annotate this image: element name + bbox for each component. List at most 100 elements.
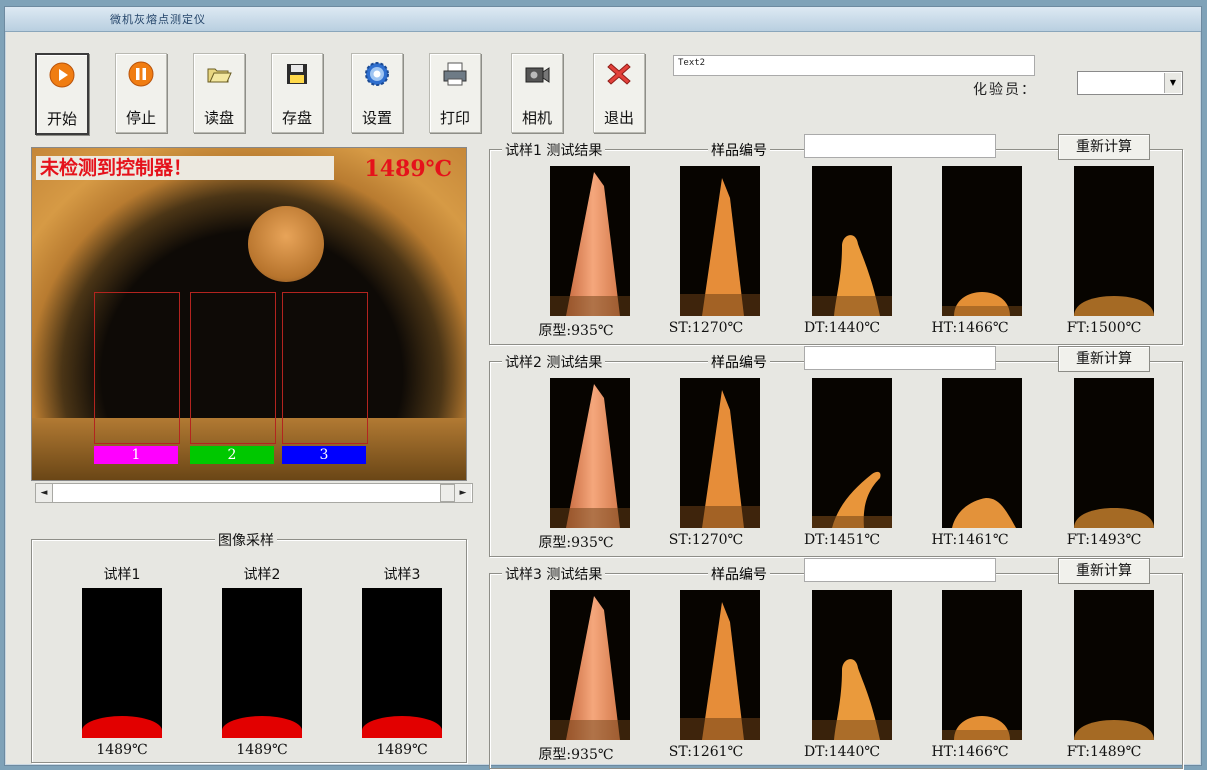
stage-image-3: [942, 166, 1022, 316]
image-sampling-group: 图像采样 试样1 1489℃ 试样2 1489℃ 试样3 1489℃: [31, 530, 467, 763]
window-title: 微机灰熔点测定仪: [110, 13, 206, 26]
toolbar-button-4[interactable]: 设置: [351, 53, 403, 133]
sample-number-input[interactable]: [804, 558, 996, 582]
stage-caption: ST:1270℃: [668, 532, 744, 548]
toolbar-button-label: 打印: [439, 109, 470, 127]
stage-image-1: [680, 166, 760, 316]
toolbar-button-label: 退出: [603, 109, 634, 127]
chevron-down-icon[interactable]: ▼: [1164, 73, 1181, 93]
stage-caption: 原型:935℃: [538, 535, 614, 551]
result-group-2: 试样2 测试结果 样品编号 重新计算原型:935℃ ST:1270℃ DT:1451℃ H…: [489, 346, 1183, 557]
sample-image: [362, 588, 442, 738]
stage-caption: FT:1493℃: [1066, 532, 1142, 548]
stage-caption: 原型:935℃: [538, 323, 614, 339]
camera-view: 1 2 3 未检测到控制器！ 1489℃: [31, 147, 467, 481]
camera-scrollbar[interactable]: ◄ ►: [35, 483, 473, 503]
printer-icon: [441, 60, 469, 88]
stage-image-3: [942, 590, 1022, 740]
stage-caption: 原型:935℃: [538, 747, 614, 763]
camera-icon: [523, 60, 551, 88]
sample-melt-shape: [82, 716, 162, 738]
result-group-3: 试样3 测试结果 样品编号 重新计算原型:935℃ ST:1261℃ DT:1440℃ H…: [489, 558, 1183, 769]
sample-image: [222, 588, 302, 738]
app-window: 微机灰熔点测定仪 开始 停止 读盘 存盘 设置 打印 相机 退出 Text2 化验员： ▼ 1…: [4, 6, 1202, 769]
stage-caption: DT:1451℃: [803, 532, 881, 548]
slot-tag-3[interactable]: 3: [282, 446, 366, 464]
stage-caption: FT:1489℃: [1066, 744, 1142, 760]
analyst-select[interactable]: ▼: [1077, 71, 1183, 95]
result-group-title: 试样3 测试结果: [502, 564, 606, 584]
stage-image-4: [1074, 378, 1154, 528]
controller-status: 未检测到控制器！: [36, 156, 334, 180]
sample-number-label: 样品编号: [708, 140, 770, 160]
sample-number-label: 样品编号: [708, 564, 770, 584]
stage-image-2: [812, 378, 892, 528]
stage-image-3: [942, 378, 1022, 528]
stage-image-0: [550, 590, 630, 740]
stage-image-4: [1074, 166, 1154, 316]
analyst-label: 化验员：: [973, 82, 1037, 98]
image-sampling-legend: 图像采样: [215, 530, 277, 550]
toolbar-button-0[interactable]: 开始: [35, 53, 89, 135]
stage-image-2: [812, 166, 892, 316]
stage-caption: FT:1500℃: [1066, 320, 1142, 336]
sample-number-input[interactable]: [804, 134, 996, 158]
toolbar-button-2[interactable]: 读盘: [193, 53, 245, 133]
sample-image: [82, 588, 162, 738]
toolbar-button-7[interactable]: 退出: [593, 53, 645, 133]
sample-frame-2: [190, 292, 276, 444]
title-bar[interactable]: 微机灰熔点测定仪: [5, 7, 1201, 32]
sample-melt-shape: [362, 716, 442, 738]
sample-name: 试样3: [383, 567, 421, 583]
recalculate-button[interactable]: 重新计算: [1058, 558, 1150, 584]
sample-frame-3: [282, 292, 368, 444]
toolbar-button-3[interactable]: 存盘: [271, 53, 323, 133]
scroll-right-icon[interactable]: ►: [454, 484, 471, 502]
folder-open-icon: [205, 60, 233, 88]
toolbar-button-label: 停止: [125, 109, 156, 127]
play-icon: [48, 61, 76, 89]
toolbar-button-1[interactable]: 停止: [115, 53, 167, 133]
recalculate-button[interactable]: 重新计算: [1058, 346, 1150, 372]
toolbar-button-5[interactable]: 打印: [429, 53, 481, 133]
scroll-left-icon[interactable]: ◄: [36, 484, 53, 502]
slot-tag-1[interactable]: 1: [94, 446, 178, 464]
stage-image-0: [550, 166, 630, 316]
stage-image-2: [812, 590, 892, 740]
stage-caption: HT:1461℃: [931, 532, 1009, 548]
stage-caption: HT:1466℃: [931, 320, 1009, 336]
recalculate-button[interactable]: 重新计算: [1058, 134, 1150, 160]
sample-melt-shape: [222, 716, 302, 738]
slot-tag-2[interactable]: 2: [190, 446, 274, 464]
sample-temperature: 1489℃: [376, 742, 428, 758]
thermocouple-ball: [248, 206, 324, 282]
stage-caption: ST:1270℃: [668, 320, 744, 336]
stage-image-0: [550, 378, 630, 528]
text2-field[interactable]: Text2: [673, 55, 1035, 76]
sample-temperature: 1489℃: [96, 742, 148, 758]
exit-x-icon: [605, 60, 633, 88]
result-group-title: 试样1 测试结果: [502, 140, 606, 160]
sample-number-input[interactable]: [804, 346, 996, 370]
toolbar-button-label: 存盘: [281, 109, 312, 127]
sample-number-label: 样品编号: [708, 352, 770, 372]
stage-image-4: [1074, 590, 1154, 740]
toolbar-button-6[interactable]: 相机: [511, 53, 563, 133]
stage-caption: DT:1440℃: [803, 320, 881, 336]
sample-temperature: 1489℃: [236, 742, 288, 758]
stage-caption: ST:1261℃: [668, 744, 744, 760]
sample-frame-1: [94, 292, 180, 444]
stage-image-1: [680, 378, 760, 528]
result-group-title: 试样2 测试结果: [502, 352, 606, 372]
sample-name: 试样2: [243, 567, 281, 583]
result-group-1: 试样1 测试结果 样品编号 重新计算原型:935℃ ST:1270℃ DT:1440℃ H…: [489, 134, 1183, 345]
gear-icon: [363, 60, 391, 88]
stage-image-1: [680, 590, 760, 740]
stage-caption: DT:1440℃: [803, 744, 881, 760]
toolbar-button-label: 设置: [361, 109, 392, 127]
stage-caption: HT:1466℃: [931, 744, 1009, 760]
toolbar-button-label: 读盘: [203, 109, 234, 127]
save-disk-icon: [283, 60, 311, 88]
toolbar-button-label: 相机: [521, 109, 552, 127]
sample-name: 试样1: [103, 567, 141, 583]
